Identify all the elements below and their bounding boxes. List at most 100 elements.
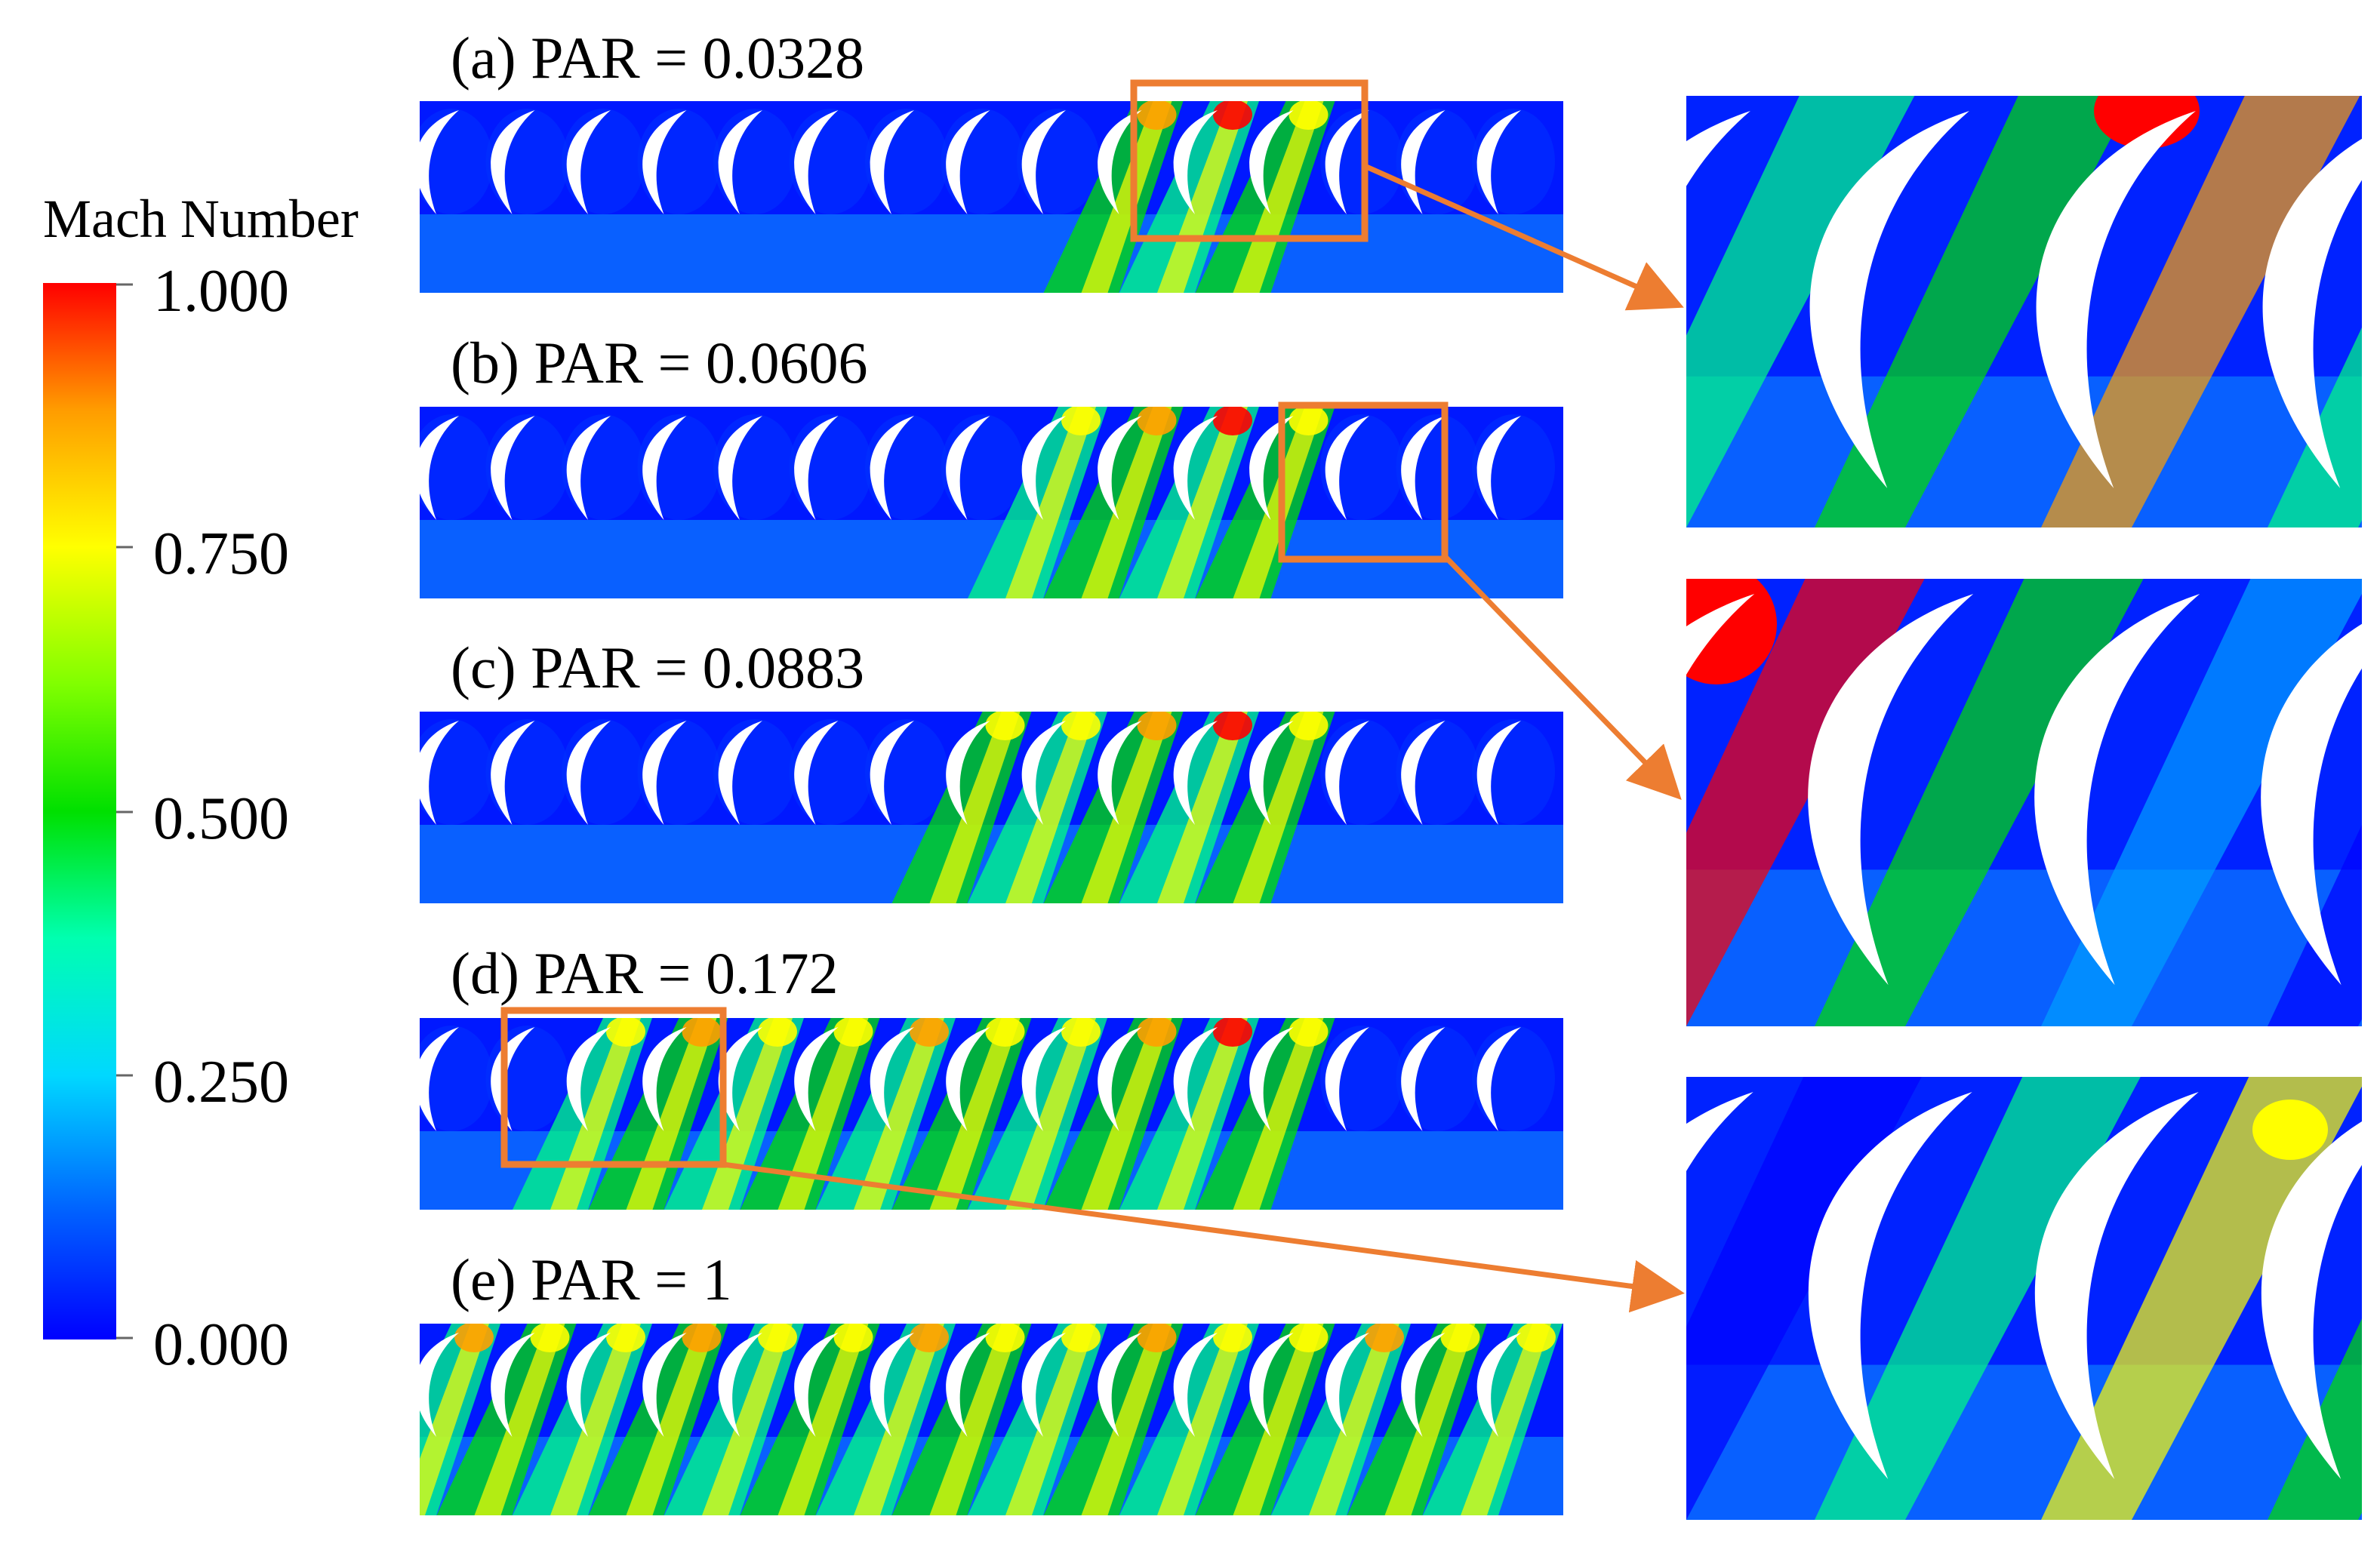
colorbar: Mach Number 1.000 0.750 0.500 0.250 0.00…: [43, 189, 359, 1378]
blade-profile: [794, 416, 839, 520]
blade-profile: [870, 416, 914, 520]
zoom-flow-band: [1815, 1077, 2141, 1520]
zoom-flow-band: [2041, 96, 2360, 527]
panel-e-label: (e) PAR = 1: [451, 1247, 732, 1312]
blade-profile: [1021, 1333, 1066, 1437]
zoom-box-a: [1130, 79, 1369, 242]
blade-profile: [1021, 416, 1066, 520]
blade-profile: [1173, 1027, 1218, 1131]
high-mach-spot: [1289, 1324, 1329, 1352]
high-mach-spot: [833, 1324, 873, 1352]
zoom-flow-band: [1686, 579, 1925, 1026]
blade-profile: [718, 721, 762, 825]
blade-profile: [1249, 416, 1294, 520]
blade-profile: [491, 721, 535, 825]
wake-core: [777, 1324, 869, 1515]
high-mach-spot: [1289, 712, 1329, 740]
wake-core: [1081, 101, 1172, 293]
high-mach-spot: [833, 1018, 873, 1047]
blade-profile: [1249, 1333, 1294, 1437]
high-mach-spot: [1137, 712, 1177, 740]
zoom-blade-profile: [1686, 594, 1755, 675]
blade-profile: [420, 110, 459, 214]
panel-a-label: (a) PAR = 0.0328: [451, 25, 864, 91]
zoom-flow-band: [2041, 1077, 2362, 1520]
high-mach-spot: [1213, 1324, 1252, 1352]
zoom-blade-profile: [1809, 111, 1969, 488]
blade-profile: [1098, 721, 1142, 825]
zoom-high-mach-spot: [2094, 96, 2200, 149]
blade-profile: [566, 110, 611, 214]
blade-profile: [718, 416, 762, 520]
wake-core: [550, 1324, 641, 1515]
high-mach-spot: [1061, 712, 1101, 740]
zoom-blade-profile: [2034, 594, 2200, 986]
blade-profile: [420, 416, 459, 520]
blade-profile: [718, 110, 762, 214]
cascade-panel-d: [420, 1018, 1563, 1210]
blade-profile: [870, 721, 914, 825]
colorbar-tick-label: 0.250: [153, 1049, 289, 1115]
blade-profile: [1476, 416, 1521, 520]
zoom-blade-profile: [2261, 1121, 2362, 1479]
blade-profile: [566, 1027, 611, 1131]
blade-profile: [1249, 110, 1294, 214]
cascade-panel-a: [420, 101, 1563, 293]
high-mach-spot: [1289, 101, 1329, 130]
zoom-flow-band: [1815, 579, 2144, 1026]
high-mach-spot: [1061, 407, 1101, 435]
high-mach-spot: [1137, 407, 1177, 435]
cascade-panel-c: [420, 712, 1563, 903]
blade-profile: [642, 1333, 687, 1437]
zoom-high-mach-spot: [2252, 1100, 2328, 1160]
blade-profile: [1325, 721, 1369, 825]
blade-profile: [870, 1333, 914, 1437]
colorbar-title: Mach Number: [43, 189, 359, 249]
zoom-flow-band: [2268, 1318, 2362, 1520]
high-mach-spot: [1440, 1324, 1480, 1352]
high-mach-spot: [1365, 1324, 1404, 1352]
blade-profile: [794, 721, 839, 825]
blade-profile: [1098, 1027, 1142, 1131]
high-mach-spot: [1137, 1324, 1177, 1352]
wake-core: [929, 1018, 1021, 1210]
blade-profile: [946, 416, 990, 520]
wake-core: [1005, 1018, 1096, 1210]
high-mach-spot: [1516, 1324, 1556, 1352]
blade-profile: [1173, 416, 1218, 520]
wake-core: [854, 1018, 944, 1210]
blade-profile: [718, 1333, 762, 1437]
high-mach-spot: [985, 1018, 1025, 1047]
blade-profile: [1476, 1027, 1521, 1131]
blade-profile: [718, 1027, 762, 1131]
blade-profile: [1476, 721, 1521, 825]
wake-core: [854, 1324, 944, 1515]
high-mach-spot: [1213, 1018, 1252, 1047]
blade-profile: [946, 110, 990, 214]
cascade-panel-b: [420, 407, 1563, 598]
blade-profile: [1401, 1333, 1446, 1437]
high-mach-spot: [1061, 1324, 1101, 1352]
wake-core: [1157, 101, 1248, 293]
blade-profile: [1021, 110, 1066, 214]
zoom-flow-band: [1686, 1077, 1922, 1520]
blade-profile: [642, 721, 687, 825]
blade-profile: [491, 110, 535, 214]
zoom-arrow-b: [1442, 554, 1682, 801]
high-mach-spot: [1289, 1018, 1329, 1047]
blade-profile: [1325, 416, 1369, 520]
cascade-panel-e: [420, 1324, 1563, 1515]
zoom-flow-band: [1815, 96, 2134, 527]
wake-core: [1157, 407, 1248, 598]
wake-core: [1081, 1018, 1172, 1210]
high-mach-spot: [454, 1324, 494, 1352]
blade-profile: [420, 1333, 459, 1437]
zoom-box-d: [500, 1007, 727, 1168]
blade-profile: [1401, 721, 1446, 825]
wake-core: [1005, 712, 1096, 903]
high-mach-spot: [910, 1018, 949, 1047]
colorbar-tick-label: 0.000: [153, 1312, 289, 1378]
colorbar-tick-label: 0.750: [153, 521, 289, 587]
blade-profile: [566, 416, 611, 520]
blade-profile: [642, 1027, 687, 1131]
